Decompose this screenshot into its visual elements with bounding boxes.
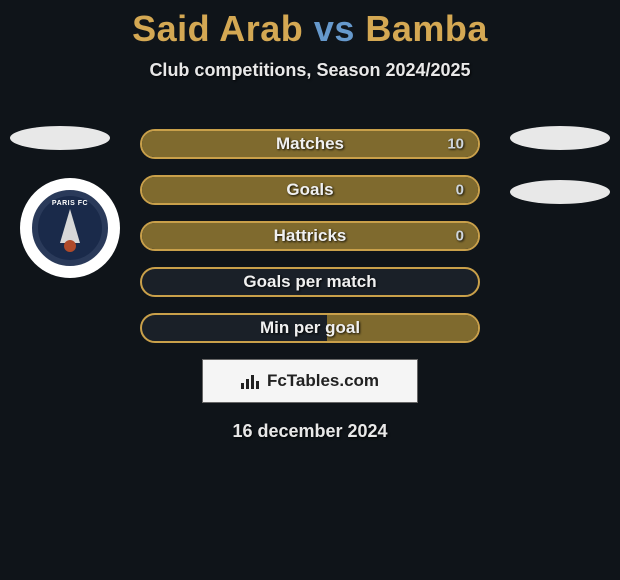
stat-row-matches: Matches 10 — [140, 129, 480, 159]
stat-row-min-per-goal: Min per goal — [140, 313, 480, 343]
stat-label: Hattricks — [274, 226, 347, 246]
date-label: 16 december 2024 — [0, 421, 620, 442]
vs-label: vs — [314, 8, 355, 49]
player2-name: Bamba — [365, 8, 488, 49]
stat-row-hattricks: Hattricks 0 — [140, 221, 480, 251]
stat-label: Goals per match — [243, 272, 376, 292]
stat-row-goals: Goals 0 — [140, 175, 480, 205]
stat-label: Min per goal — [260, 318, 360, 338]
attribution-text: FcTables.com — [267, 371, 379, 391]
player1-name: Said Arab — [132, 8, 303, 49]
chart-icon — [241, 373, 261, 389]
page-title: Said Arab vs Bamba — [0, 0, 620, 50]
stat-right-value: 0 — [456, 182, 464, 199]
subtitle: Club competitions, Season 2024/2025 — [0, 60, 620, 81]
stat-right-value: 10 — [447, 136, 464, 153]
stat-row-goals-per-match: Goals per match — [140, 267, 480, 297]
stats-container: Matches 10 Goals 0 Hattricks 0 Goals per… — [0, 129, 620, 442]
attribution-badge[interactable]: FcTables.com — [202, 359, 418, 403]
stat-right-value: 0 — [456, 228, 464, 245]
stat-label: Matches — [276, 134, 344, 154]
stat-label: Goals — [286, 180, 333, 200]
